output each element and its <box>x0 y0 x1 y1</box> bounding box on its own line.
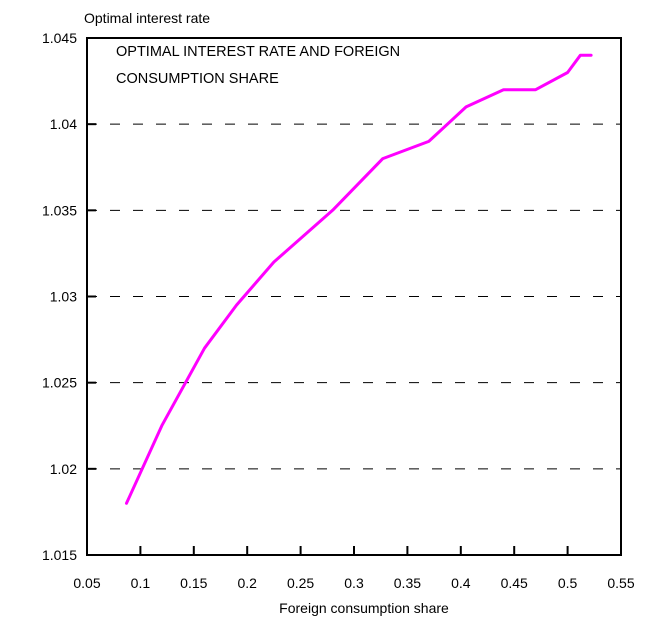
x-tick-label: 0.55 <box>607 575 634 591</box>
x-tick-label: 0.1 <box>131 575 151 591</box>
x-tick-label: 0.05 <box>73 575 100 591</box>
x-tick-label: 0.4 <box>451 575 471 591</box>
series-line <box>125 53 593 505</box>
x-tick-label: 0.35 <box>394 575 421 591</box>
y-tick-label: 1.015 <box>42 547 77 563</box>
y-tick-label: 1.04 <box>50 116 77 132</box>
y-tick-label: 1.025 <box>42 375 77 391</box>
plot-frame <box>86 37 622 556</box>
series-lines <box>125 53 593 505</box>
y-tick-label: 1.02 <box>50 461 77 477</box>
y-axis-title: Optimal interest rate <box>84 10 210 26</box>
chart-title-line: CONSUMPTION SHARE <box>116 71 279 87</box>
x-tick-label: 0.3 <box>344 575 364 591</box>
y-tick-label: 1.045 <box>42 30 77 46</box>
x-tick-label: 0.45 <box>501 575 528 591</box>
x-tick-label: 0.15 <box>180 575 207 591</box>
chart-title-line: OPTIMAL INTEREST RATE AND FOREIGN <box>116 44 400 60</box>
y-ticks: 1.015 1.02 1.025 1.03 1.035 1.04 1.045 <box>42 30 96 563</box>
y-tick-label: 1.035 <box>42 202 77 218</box>
x-tick-label: 0.2 <box>237 575 257 591</box>
x-tick-label: 0.25 <box>287 575 314 591</box>
x-tick-label: 0.5 <box>558 575 578 591</box>
x-ticks: 0.05 0.1 0.15 0.2 0.25 0.3 0.35 0.4 0.45 0.5 0.55 <box>73 546 635 591</box>
x-axis-title: Foreign consumption share <box>279 600 449 616</box>
chart-title: OPTIMAL INTEREST RATE AND FOREIGN CONSUMP… <box>116 44 400 87</box>
grid-lines <box>87 123 621 470</box>
y-tick-label: 1.03 <box>50 289 77 305</box>
